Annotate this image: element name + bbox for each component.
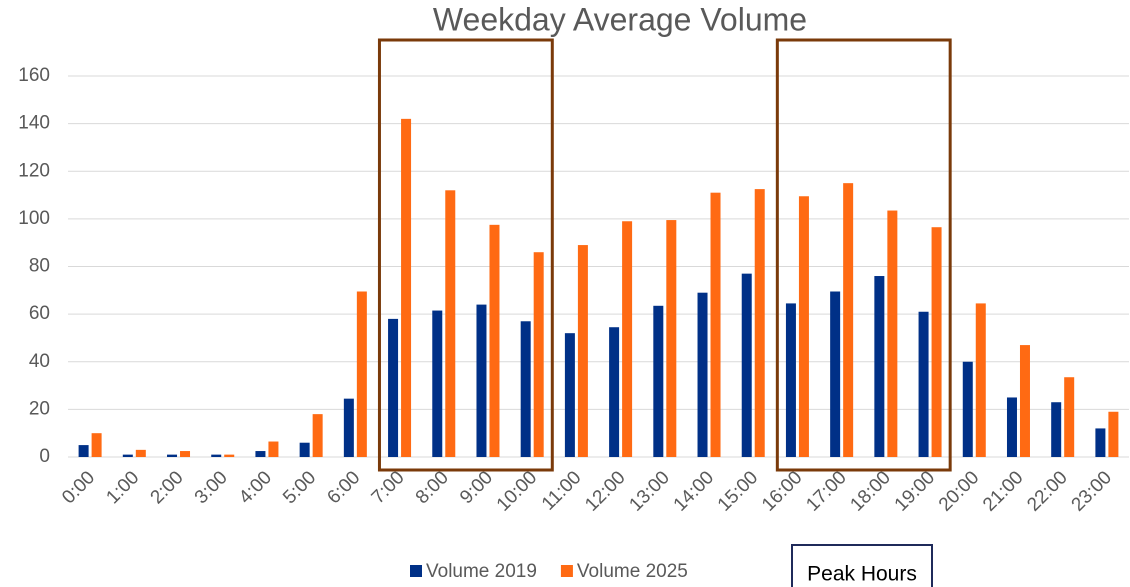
bar bbox=[830, 291, 841, 457]
bar bbox=[918, 311, 929, 457]
bar bbox=[533, 252, 544, 457]
bar bbox=[785, 303, 796, 457]
bar bbox=[445, 190, 456, 458]
bar bbox=[975, 303, 986, 457]
bar bbox=[476, 304, 487, 457]
bar bbox=[622, 221, 633, 457]
bar bbox=[1051, 402, 1062, 457]
bar bbox=[577, 245, 588, 457]
bar bbox=[754, 189, 765, 457]
bar bbox=[1095, 428, 1106, 457]
peak-box bbox=[775, 38, 952, 472]
legend-label: Volume 2019 bbox=[426, 561, 537, 582]
bar bbox=[1006, 397, 1017, 457]
x-tick-label: 22:00 bbox=[1023, 467, 1071, 515]
bar bbox=[962, 361, 973, 457]
peak-legend-label: Peak Hours bbox=[807, 563, 917, 586]
bar bbox=[343, 398, 354, 457]
legend-label: Volume 2025 bbox=[577, 561, 688, 582]
x-tick-label: 10:00 bbox=[493, 467, 541, 515]
bar bbox=[1019, 345, 1030, 457]
bar bbox=[666, 220, 677, 457]
legend-swatch bbox=[560, 565, 573, 577]
x-tick-label: 7:00 bbox=[368, 467, 409, 508]
x-tick-label: 11:00 bbox=[538, 467, 585, 514]
x-tick-label: 18:00 bbox=[846, 467, 894, 515]
bar bbox=[843, 183, 854, 457]
bar bbox=[401, 118, 412, 458]
y-tick-label: 120 bbox=[18, 160, 50, 181]
x-tick-label: 5:00 bbox=[279, 467, 320, 508]
x-tick-label: 0:00 bbox=[58, 467, 99, 508]
x-tick-label: 23:00 bbox=[1068, 467, 1116, 515]
x-tick-label: 2:00 bbox=[147, 467, 188, 508]
y-tick-label: 0 bbox=[39, 446, 50, 467]
x-tick-label: 13:00 bbox=[625, 467, 673, 515]
bar bbox=[312, 414, 323, 457]
bar bbox=[299, 442, 310, 457]
bar bbox=[520, 321, 531, 457]
bar bbox=[710, 192, 721, 457]
peak-legend-box bbox=[791, 544, 933, 587]
bar bbox=[489, 224, 500, 457]
y-tick-label: 140 bbox=[18, 113, 50, 134]
bar bbox=[741, 273, 752, 457]
y-tick-label: 60 bbox=[29, 303, 50, 324]
x-tick-label: 20:00 bbox=[935, 467, 983, 515]
bar bbox=[122, 454, 133, 457]
bar bbox=[1108, 411, 1119, 457]
bar bbox=[211, 454, 222, 457]
x-tick-label: 6:00 bbox=[323, 467, 364, 508]
bar bbox=[1064, 377, 1075, 457]
x-tick-label: 16:00 bbox=[758, 467, 806, 515]
x-tick-label: 17:00 bbox=[802, 467, 850, 515]
y-tick-label: 100 bbox=[18, 208, 50, 229]
bar bbox=[78, 445, 89, 457]
x-tick-label: 4:00 bbox=[235, 467, 276, 508]
x-tick-label: 15:00 bbox=[714, 467, 762, 515]
bar bbox=[564, 333, 575, 457]
bar bbox=[224, 454, 235, 457]
x-tick-label: 9:00 bbox=[456, 467, 497, 508]
bar bbox=[388, 318, 399, 457]
y-tick-label: 160 bbox=[18, 65, 50, 86]
x-tick-label: 14:00 bbox=[670, 467, 718, 515]
bar bbox=[609, 327, 620, 457]
peak-box bbox=[377, 38, 554, 472]
legend-swatch bbox=[410, 565, 422, 577]
x-tick-label: 12:00 bbox=[581, 467, 629, 515]
y-tick-label: 20 bbox=[29, 398, 50, 419]
bar bbox=[874, 276, 885, 457]
x-tick-label: 1:00 bbox=[102, 467, 143, 508]
bar bbox=[887, 210, 898, 457]
bar bbox=[268, 441, 279, 457]
bar bbox=[255, 451, 266, 457]
bar bbox=[167, 454, 178, 457]
y-tick-label: 80 bbox=[29, 256, 50, 277]
bar bbox=[135, 449, 146, 457]
bar bbox=[432, 310, 443, 457]
x-tick-label: 21:00 bbox=[979, 467, 1027, 515]
y-tick-label: 40 bbox=[29, 351, 50, 372]
x-tick-label: 3:00 bbox=[191, 467, 232, 508]
bar bbox=[91, 433, 102, 457]
bar bbox=[653, 305, 664, 457]
chart-title: Weekday Average Volume bbox=[433, 1, 807, 37]
bar bbox=[180, 451, 191, 457]
bar bbox=[697, 292, 708, 457]
bar bbox=[356, 291, 367, 457]
bar bbox=[798, 196, 809, 458]
x-tick-label: 19:00 bbox=[891, 467, 939, 515]
bar bbox=[931, 227, 942, 457]
x-tick-label: 8:00 bbox=[412, 467, 453, 508]
